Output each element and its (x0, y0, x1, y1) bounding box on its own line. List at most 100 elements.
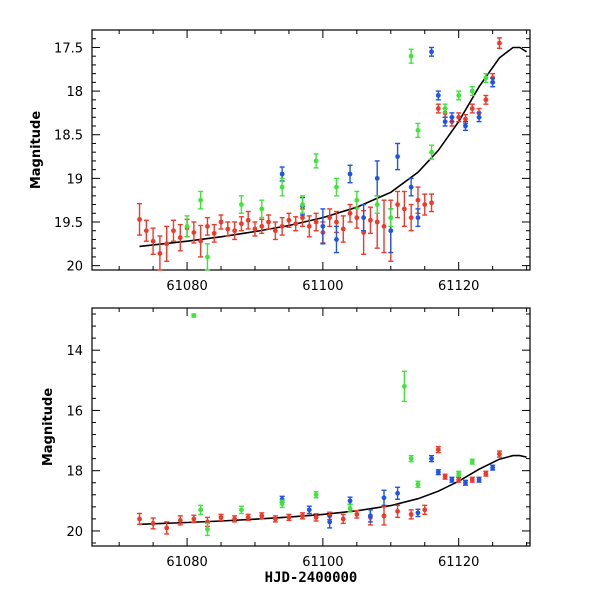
data-point-red (232, 221, 238, 241)
marker (137, 216, 142, 222)
marker (279, 501, 285, 507)
marker (483, 75, 489, 81)
marker (238, 507, 244, 513)
marker (306, 223, 312, 229)
marker (347, 498, 353, 504)
marker (395, 508, 400, 514)
data-point-green (469, 86, 475, 97)
model-curve (139, 46, 528, 248)
marker (164, 241, 170, 247)
data-point-green (469, 458, 475, 465)
marker (354, 197, 360, 203)
data-point-blue (415, 208, 421, 228)
data-point-red (429, 193, 435, 213)
marker (497, 40, 502, 46)
data-point-red (204, 216, 210, 236)
model-curve (139, 454, 527, 526)
data-point-red (259, 218, 265, 235)
data-point-blue (361, 203, 367, 232)
marker (435, 447, 441, 452)
marker (340, 516, 346, 522)
data-point-blue (333, 225, 339, 254)
marker (476, 114, 482, 120)
data-point-red (408, 509, 414, 520)
marker (272, 228, 278, 234)
marker (252, 226, 258, 232)
data-point-red (150, 227, 156, 255)
marker (245, 514, 251, 520)
marker (395, 154, 400, 159)
data-point-red (381, 506, 387, 526)
marker (218, 219, 224, 225)
marker (429, 49, 434, 55)
marker (334, 219, 339, 225)
data-point-blue (408, 177, 414, 197)
data-point-red (340, 513, 346, 525)
data-point-green (333, 177, 339, 197)
marker (442, 106, 448, 111)
y-tick-label: 19 (66, 172, 83, 187)
x-tick-label: 61120 (438, 555, 479, 570)
data-point-green (184, 215, 190, 238)
bottom-tick-labels: 61080 61100 61120 14 16 18 20 (66, 344, 479, 570)
marker (463, 123, 468, 129)
data-point-green (429, 144, 435, 160)
marker (456, 114, 462, 120)
x-tick-label: 61080 (166, 279, 207, 294)
data-point-blue (347, 164, 353, 184)
marker (334, 237, 339, 242)
marker (435, 106, 441, 111)
marker (381, 513, 387, 519)
data-point-green (374, 195, 380, 214)
data-point-red (198, 224, 204, 258)
marker (408, 456, 414, 462)
marker (313, 158, 319, 164)
data-point-blue (462, 479, 468, 486)
marker (313, 219, 319, 225)
data-point-blue (435, 90, 441, 101)
marker (245, 217, 251, 223)
marker (293, 221, 299, 227)
x-tick-label: 61100 (302, 555, 343, 570)
x-axis-label: HJD-2400000 (265, 570, 358, 586)
x-tick-label: 61100 (302, 279, 343, 294)
marker (381, 223, 387, 229)
bottom-model-curve (139, 454, 527, 526)
data-point-green (408, 48, 414, 64)
marker (218, 514, 224, 520)
marker (429, 456, 434, 462)
marker (266, 219, 271, 225)
data-point-red (137, 202, 143, 236)
data-point-blue (306, 505, 312, 515)
data-point-green (313, 153, 319, 169)
marker (191, 230, 197, 235)
bottom-axis-ticks (92, 308, 530, 546)
data-point-blue (415, 508, 421, 518)
data-point-blue (327, 515, 333, 529)
data-point-blue (435, 469, 441, 476)
data-point-red (286, 212, 292, 228)
marker (361, 215, 367, 221)
marker (300, 202, 305, 207)
data-point-red (456, 476, 462, 483)
bottom-plot-frame (91, 307, 531, 547)
data-point-red (496, 37, 502, 50)
marker (395, 202, 400, 207)
top-y-axis-label: Magnitude (29, 111, 44, 190)
data-point-red (232, 515, 238, 523)
marker (408, 215, 414, 221)
top-panel: 61080 61100 61120 17.5 18 18.5 19 19.5 20 Magnit… (29, 29, 531, 294)
marker (415, 215, 421, 221)
data-point-red (395, 190, 401, 219)
data-point-green (238, 195, 244, 214)
data-point-green (204, 522, 210, 537)
y-tick-label: 17.5 (54, 41, 83, 56)
data-point-red (191, 221, 197, 244)
marker (456, 477, 462, 483)
marker (347, 171, 353, 177)
marker (211, 230, 217, 236)
data-point-red (238, 216, 244, 232)
marker (177, 235, 183, 241)
